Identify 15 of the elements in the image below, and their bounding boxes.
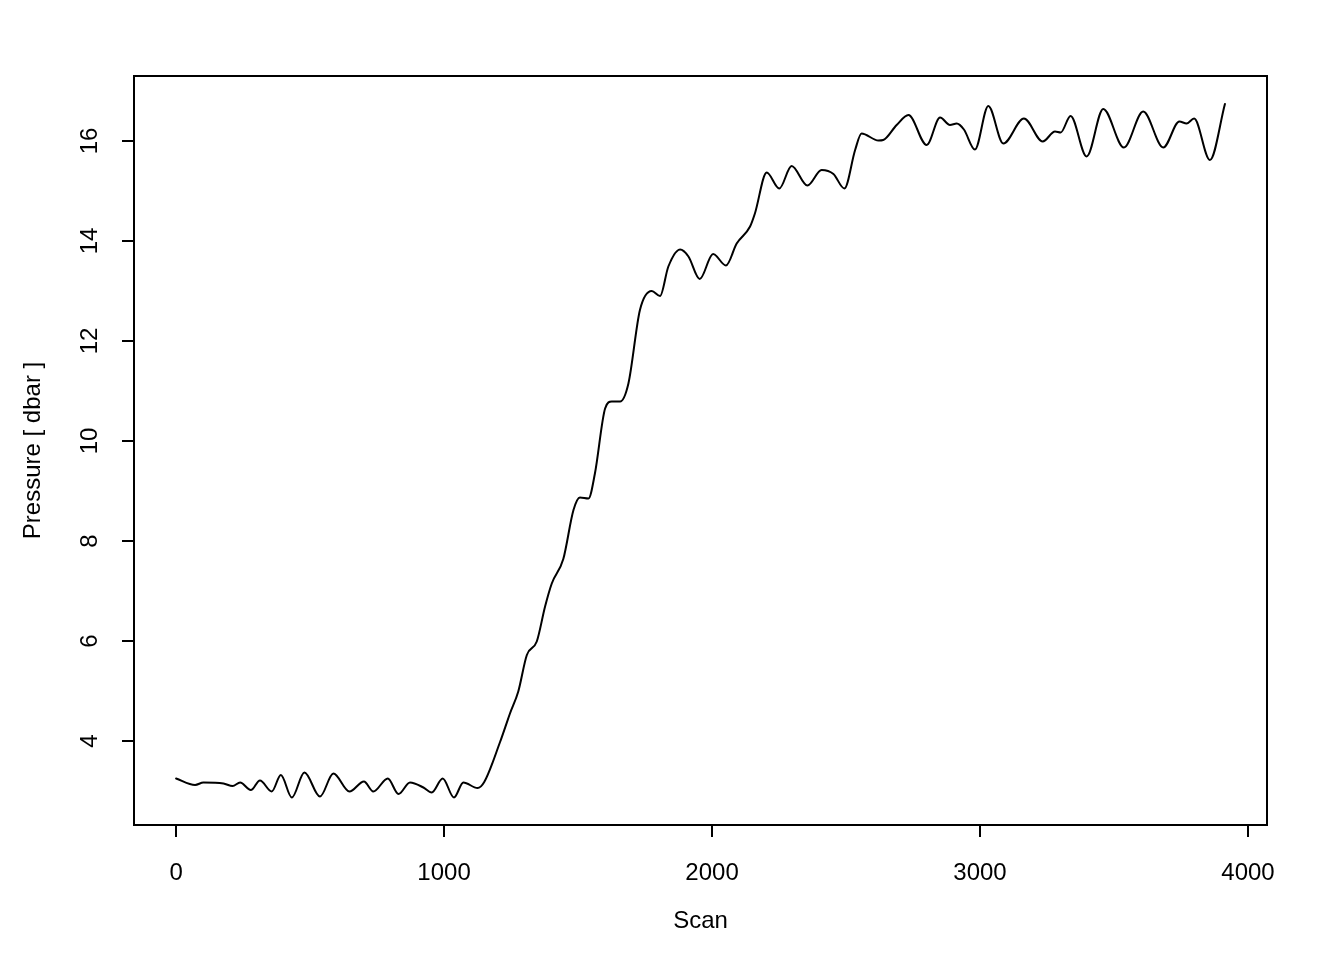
x-axis-title: Scan — [673, 906, 728, 934]
y-tick-label: 8 — [74, 534, 102, 548]
y-tick-label: 16 — [74, 127, 102, 155]
x-tick-label: 0 — [169, 858, 183, 886]
x-tick-label: 4000 — [1221, 858, 1275, 886]
x-tick-label: 3000 — [953, 858, 1007, 886]
x-tick-label: 1000 — [417, 858, 471, 886]
y-axis-title: Pressure [ dbar ] — [18, 361, 46, 540]
y-tick-label: 14 — [74, 227, 102, 255]
x-tick-label: 2000 — [685, 858, 739, 886]
y-tick-label: 6 — [74, 634, 102, 648]
y-tick-label: 12 — [74, 327, 102, 355]
line-series — [175, 103, 1226, 799]
y-tick-label: 10 — [74, 427, 102, 455]
y-tick-label: 4 — [74, 734, 102, 748]
